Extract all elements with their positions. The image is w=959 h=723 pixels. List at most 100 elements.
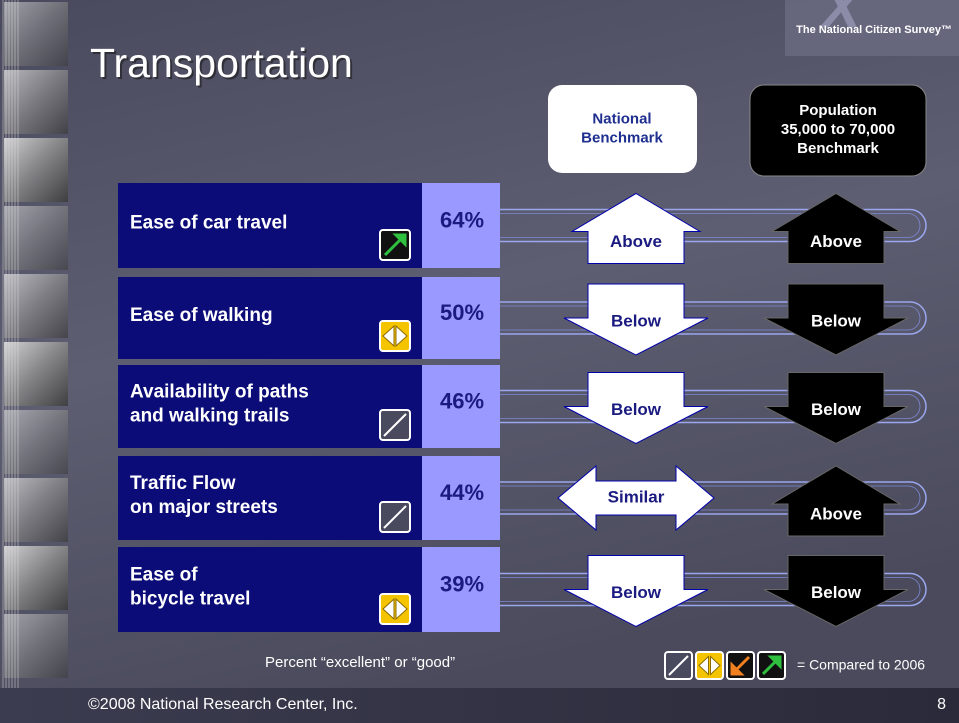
benchmark-arrow [763, 372, 909, 445]
footnote: Percent “excellent” or “good” [265, 654, 455, 671]
logo-box [785, 0, 959, 56]
row-label: Ease of car travel [130, 213, 287, 234]
row-label-box [118, 277, 422, 359]
trend-icon [379, 593, 411, 625]
benchmark-arrow [557, 464, 715, 532]
row-percent-box [422, 365, 500, 448]
row-percent-box [422, 277, 500, 359]
national-header: Benchmark [581, 129, 663, 146]
trend-icon-mark [668, 655, 689, 676]
trend-icon-mark [382, 324, 408, 348]
row-percent: 39% [440, 571, 484, 596]
population-header-box [749, 84, 927, 177]
population-result: Below [811, 400, 862, 419]
row-label: and walking trails [130, 406, 289, 427]
benchmark-arrow [763, 283, 909, 356]
photo-thumb [4, 478, 68, 542]
row-label: bicycle travel [130, 589, 250, 610]
trend-icon-mark [383, 233, 407, 257]
benchmark-arrow [570, 192, 702, 264]
national-result: Below [611, 400, 662, 419]
row-label-box [118, 183, 422, 268]
row-label-box [118, 456, 422, 540]
trend-icon-mark [382, 597, 408, 621]
photo-strip [2, 0, 68, 723]
national-result: Similar [608, 487, 665, 506]
row: Ease of car travel 64% Above Above [118, 183, 927, 268]
copyright: ©2008 National Research Center, Inc. [88, 696, 358, 713]
photo-thumb [4, 614, 68, 678]
footer-bar [0, 688, 959, 723]
photo-thumb [4, 274, 68, 338]
row-percent: 64% [440, 207, 484, 232]
national-header: National [592, 110, 651, 127]
row-tube-inner [500, 213, 921, 238]
title-shadow: Transportation [92, 42, 355, 88]
row-percent-box [422, 547, 500, 632]
trend-icon-mark [698, 655, 721, 676]
photo-thumb [4, 206, 68, 270]
row-percent: 50% [440, 300, 484, 325]
photo-thumb [4, 410, 68, 474]
logo-text: The National Citizen Survey™ [796, 24, 952, 36]
trend-icon-mark [383, 505, 407, 529]
trend-icon-mark [730, 655, 751, 676]
trend-icon [379, 320, 411, 352]
row-tube [500, 389, 927, 424]
national-header-box [548, 85, 697, 173]
trend-icon-mark [383, 413, 407, 437]
row-percent: 44% [440, 480, 484, 505]
page-number: 8 [937, 696, 946, 713]
row-tube-inner [500, 305, 921, 331]
row-tube [500, 481, 927, 515]
photo-thumb [4, 546, 68, 610]
national-result: Above [610, 232, 662, 251]
population-result: Below [811, 583, 862, 602]
logo-x: X [819, 0, 864, 40]
row: Ease of walking 50% Below Below [118, 277, 927, 359]
row-label: Ease of walking [130, 305, 273, 326]
row-percent: 46% [440, 388, 484, 413]
benchmark-arrow [563, 372, 709, 445]
photo-thumb [4, 342, 68, 406]
population-result: Above [810, 232, 862, 251]
legend-icons [664, 651, 786, 680]
row-label-box [118, 365, 422, 448]
row-tube-inner [500, 577, 921, 602]
trend-icon [695, 651, 724, 680]
trend-icon-mark [761, 655, 782, 676]
benchmark-arrow [563, 555, 709, 628]
row-percent-box [422, 183, 500, 268]
national-result: Below [611, 311, 662, 330]
title: Transportation [90, 40, 353, 86]
population-result: Above [810, 504, 862, 523]
national-result: Below [611, 583, 662, 602]
row-tube [500, 572, 927, 607]
population-header: Population [799, 102, 877, 119]
row-label-box [118, 547, 422, 632]
population-header: 35,000 to 70,000 [781, 121, 895, 138]
row-label: Traffic Flow [130, 473, 236, 494]
row-tube-inner [500, 485, 921, 511]
benchmark-arrow [563, 283, 709, 356]
row: Availability of paths and walking trails 4… [118, 365, 927, 448]
row-tube [500, 301, 927, 335]
row-label: Ease of [130, 565, 198, 586]
benchmark-arrow [770, 192, 902, 264]
row: Traffic Flow on major streets 44% Similar Ab… [118, 456, 927, 540]
row-tube-inner [500, 394, 921, 419]
row-label: Availability of paths [130, 382, 309, 403]
photo-thumb [4, 138, 68, 202]
row-percent-box [422, 456, 500, 540]
photo-thumb [4, 2, 68, 66]
population-result: Below [811, 311, 862, 330]
row-tube [500, 208, 927, 243]
row: Ease of bicycle travel 39% Below Below [118, 547, 927, 632]
photo-thumb [4, 70, 68, 134]
legend-text: = Compared to 2006 [797, 657, 925, 673]
population-header: Benchmark [797, 140, 879, 157]
row-label: on major streets [130, 497, 278, 518]
benchmark-arrow [763, 555, 909, 628]
benchmark-arrow [770, 465, 902, 537]
